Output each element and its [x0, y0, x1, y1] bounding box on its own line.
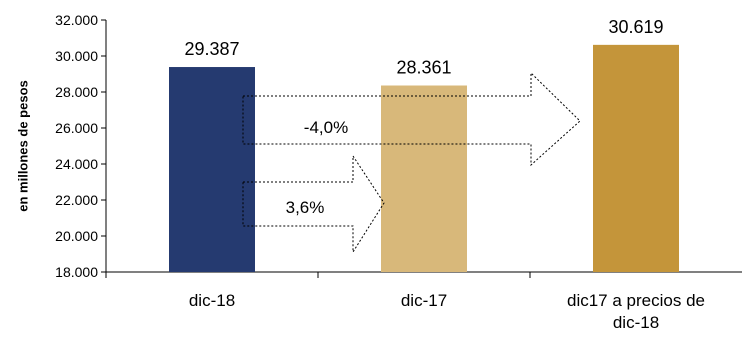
y-tick-label: 28.000	[55, 84, 98, 100]
y-axis: 18.000 20.000 22.000 24.000 26.000 28.000 30.0…	[55, 12, 107, 280]
x-category-label: dic-18	[189, 291, 235, 310]
arrow-large	[242, 71, 581, 167]
bar-value-label: 28.361	[396, 58, 451, 78]
y-axis-label: en millones de pesos	[16, 80, 31, 212]
x-category-label: dic-18	[613, 313, 659, 332]
bars: 29.387 28.361 30.619	[169, 17, 679, 272]
bar	[593, 44, 679, 272]
bar	[381, 85, 467, 272]
x-category-label: dic-17	[401, 291, 447, 310]
y-tick-label: 32.000	[55, 12, 98, 28]
y-tick-label: 22.000	[55, 192, 98, 208]
y-tick-label: 30.000	[55, 48, 98, 64]
bar-value-label: 29.387	[184, 39, 239, 59]
y-tick-label: 18.000	[55, 264, 98, 280]
y-tick-label: 24.000	[55, 156, 98, 172]
x-category-label: dic17 a precios de	[567, 291, 705, 310]
annotation-pct-small: 3,6%	[286, 198, 325, 217]
annotation-arrows	[242, 71, 581, 254]
x-axis: dic-18 dic-17 dic17 a precios de dic-18	[105, 271, 742, 332]
y-tick-label: 26.000	[55, 120, 98, 136]
bar	[169, 67, 255, 272]
annotation-pct-large: -4,0%	[304, 118, 348, 137]
y-tick-label: 20.000	[55, 228, 98, 244]
arrow-small	[242, 154, 385, 254]
bar-value-label: 30.619	[608, 17, 663, 37]
